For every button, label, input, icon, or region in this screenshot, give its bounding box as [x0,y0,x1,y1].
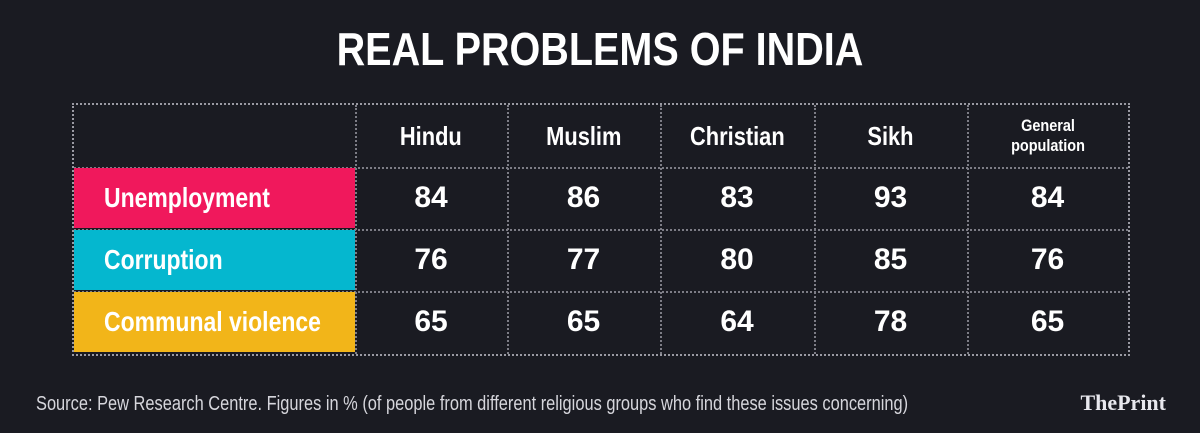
cell-unemployment-sikh: 93 [873,181,908,214]
column-header-christian: Christian [689,120,785,151]
cell-corruption-sikh: 85 [873,243,908,276]
column-header-general-population: General population [1010,116,1085,155]
row-divider [74,167,1128,169]
cell-communal-violence-muslim: 65 [566,305,601,338]
cell-communal-violence-sikh: 78 [873,305,908,338]
column-header-hindu: Hindu [400,120,462,151]
column-header-sikh: Sikh [867,120,914,151]
cell-corruption-general: 76 [1030,243,1065,276]
cell-communal-violence-hindu: 65 [414,305,448,338]
cell-unemployment-hindu: 84 [414,181,448,214]
row-divider [74,291,1128,293]
brand-logo: ThePrint [1080,390,1166,415]
row-label-communal-violence: Communal violence [74,292,355,352]
row-label-unemployment: Unemployment [74,168,355,228]
data-table: Hindu Muslim Christian Sikh General popu… [72,103,1130,356]
cell-unemployment-muslim: 86 [566,181,601,214]
cell-communal-violence-general: 65 [1030,305,1065,338]
chart-title: REAL PROBLEMS OF INDIA [336,23,864,75]
source-note: Source: Pew Research Centre. Figures in … [36,393,909,415]
row-label-corruption: Corruption [74,230,355,290]
cell-unemployment-general: 84 [1030,181,1065,214]
cell-unemployment-christian: 83 [720,181,754,214]
row-divider [74,229,1128,231]
cell-corruption-hindu: 76 [414,243,448,276]
cell-corruption-christian: 80 [720,243,754,276]
column-header-muslim: Muslim [545,120,622,151]
cell-corruption-muslim: 77 [566,243,601,276]
cell-communal-violence-christian: 64 [720,305,754,338]
